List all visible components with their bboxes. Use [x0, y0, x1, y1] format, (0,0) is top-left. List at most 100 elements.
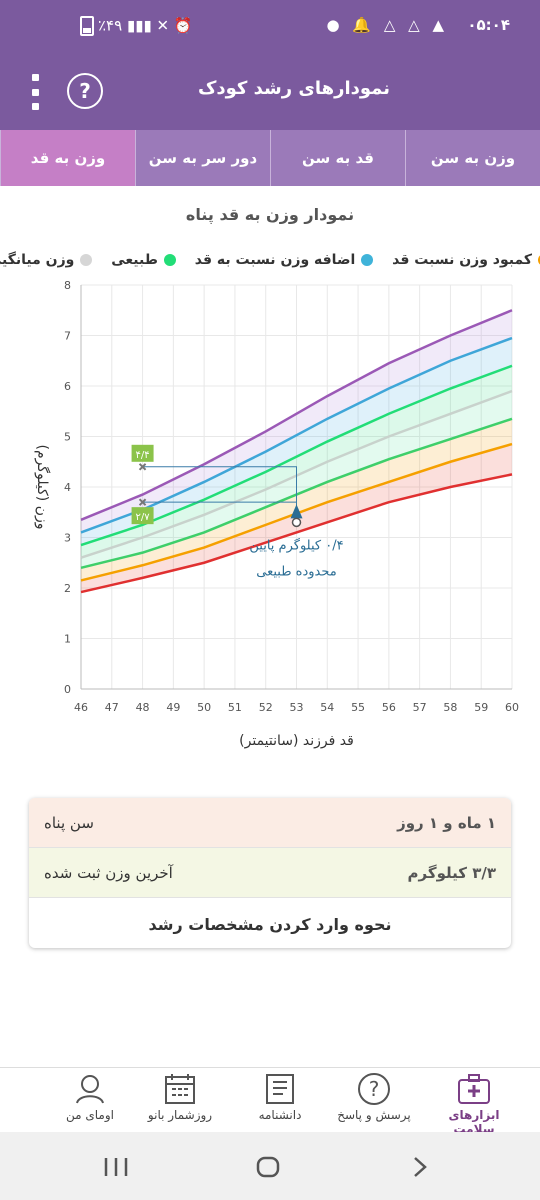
x-tick-label: 54 — [320, 701, 334, 714]
x-axis-label: قد فرزند (سانتیمتر) — [239, 733, 354, 749]
status-left: ٪۴۹ ▮▮▮ ✕ ⏰ — [80, 16, 193, 36]
legend-item-normal[interactable]: طبیعی — [111, 252, 176, 268]
tab-weight-for-height[interactable]: وزن به قد — [0, 130, 135, 186]
series-line — [80, 473, 513, 594]
info-card: سن پناه ۱ ماه و ۱ روز آخرین وزن ثبت شده … — [29, 798, 511, 948]
chart-band — [81, 310, 512, 533]
x-tick-label: 53 — [290, 701, 304, 714]
legend-label: کمبود وزن نسبت قد — [392, 252, 532, 268]
y-tick-label: 1 — [64, 633, 71, 646]
series-line — [80, 309, 513, 521]
x-tick-label: 46 — [74, 701, 88, 714]
battery-icon — [80, 16, 94, 36]
legend-dot — [163, 254, 176, 266]
x-tick-label: 48 — [136, 701, 150, 714]
nav-encyclopedia[interactable]: دانشنامه — [240, 1072, 320, 1122]
annotation-text: ۰/۴ کیلوگرم پایین — [249, 537, 343, 553]
legend-item-average[interactable]: وزن میانگین — [0, 252, 93, 268]
x-tick-label: 51 — [228, 701, 242, 714]
x-tick-label: 52 — [259, 701, 273, 714]
tab-weight-for-age[interactable]: وزن به سن — [405, 130, 540, 186]
legend-label: اضافه وزن نسبت به قد — [194, 252, 356, 268]
status-bar: ٪۴۹ ▮▮▮ ✕ ⏰ ● 🔔 △ △ ▲ ۰۵:۰۴ — [0, 0, 540, 52]
nav-label: دانشنامه — [258, 1108, 302, 1122]
notification-icons: ● 🔔 △ △ ▲ — [326, 16, 448, 34]
battery-level: ٪۴۹ — [98, 16, 123, 35]
x-tick-label: 55 — [351, 701, 365, 714]
y-tick-label: 6 — [64, 380, 71, 393]
legend-item-underweight[interactable]: کمبود وزن نسبت قد — [392, 252, 540, 268]
x-tick-label: 59 — [474, 701, 488, 714]
weight-value: ۳/۳ کیلوگرم — [407, 863, 496, 882]
y-tick-label: 7 — [64, 330, 71, 343]
y-axis-label: وزن (کیلوگرم) — [34, 445, 51, 530]
chart-legend: کمبود وزن نسبت قد اضافه وزن نسبت به قد ط… — [0, 250, 540, 274]
svg-text:?: ? — [369, 1077, 380, 1101]
chart-marker — [138, 498, 147, 506]
legend-label: وزن میانگین — [0, 252, 75, 268]
y-tick-label: 8 — [64, 279, 71, 292]
more-vertical-icon[interactable] — [20, 74, 50, 110]
app-bar: ? نمودارهای رشد کودک — [0, 52, 540, 130]
chart-marker — [138, 463, 147, 471]
tab-height-for-age[interactable]: قد به سن — [270, 130, 405, 186]
marker-badge — [131, 507, 154, 525]
current-point-pin — [290, 504, 303, 519]
age-row: سن پناه ۱ ماه و ۱ روز — [29, 798, 511, 848]
signal-icon: ▮▮▮ — [126, 16, 152, 35]
system-nav — [0, 1132, 540, 1200]
recents-icon[interactable] — [103, 1156, 129, 1178]
chart-band — [81, 338, 512, 546]
y-tick-label: 4 — [64, 481, 71, 494]
nav-health-tools[interactable]: ابزارهای سلامت — [428, 1072, 520, 1136]
marker-label: ۴/۴ — [136, 450, 150, 461]
x-tick-label: 58 — [443, 701, 457, 714]
question-icon: ? — [358, 1073, 390, 1105]
tab-head-circumference-for-age[interactable]: دور سر به سن — [135, 130, 270, 186]
y-tick-label: 0 — [64, 683, 71, 696]
marker-label: ۲/۷ — [136, 512, 151, 523]
back-icon[interactable] — [410, 1156, 430, 1178]
x-tick-label: 50 — [197, 701, 211, 714]
y-tick-label: 3 — [64, 532, 71, 545]
encyclopedia-icon — [266, 1074, 294, 1104]
status-time: ۰۵:۰۴ — [467, 16, 510, 34]
chart-band — [81, 365, 512, 558]
y-tick-label: 5 — [64, 431, 71, 444]
how-to-enter-growth-link[interactable]: نحوه وارد کردن مشخصات رشد — [148, 914, 392, 934]
page-title: نمودارهای رشد کودک — [197, 78, 390, 99]
reference-line — [142, 466, 297, 523]
nav-qa[interactable]: ? پرسش و پاسخ — [328, 1072, 420, 1122]
help-icon[interactable]: ? — [67, 73, 103, 109]
nav-calendar[interactable]: روزشمار بانو — [140, 1072, 220, 1122]
bottom-nav: ابزارهای سلامت ? پرسش و پاسخ دانشنامه رو… — [0, 1067, 540, 1136]
nav-label: اومای من — [66, 1108, 114, 1122]
x-tick-label: 60 — [505, 701, 519, 714]
x-tick-label: 57 — [413, 701, 427, 714]
legend-item-overweight[interactable]: اضافه وزن نسبت به قد — [195, 252, 374, 268]
nav-my-profile[interactable]: اومای من — [50, 1072, 130, 1122]
calendar-icon — [165, 1074, 195, 1104]
nav-label: پرسش و پاسخ — [337, 1108, 411, 1122]
x-tick-label: 49 — [166, 701, 180, 714]
y-tick-label: 2 — [64, 582, 71, 595]
chart-tabs: وزن به سن قد به سن دور سر به سن وزن به ق… — [0, 130, 540, 186]
home-icon[interactable] — [255, 1156, 281, 1178]
growth-chart: 46 47 48 49 50 51 52 53 54 55 56 57 58 59 60012345678ق… — [34, 279, 519, 749]
current-point — [291, 517, 302, 528]
age-value: ۱ ماه و ۱ روز — [397, 813, 496, 832]
medical-kit-icon — [458, 1074, 490, 1104]
x-tick-label: 56 — [382, 701, 396, 714]
weight-row: آخرین وزن ثبت شده ۳/۳ کیلوگرم — [29, 848, 511, 898]
x-tick-label: 47 — [105, 701, 119, 714]
chart-title: نمودار وزن به قد پناه — [185, 205, 355, 224]
legend-label: طبیعی — [111, 252, 158, 268]
profile-icon — [76, 1075, 104, 1104]
weight-label: آخرین وزن ثبت شده — [44, 863, 173, 882]
age-label: سن پناه — [44, 813, 94, 832]
legend-dot — [538, 254, 540, 266]
legend-dot — [80, 254, 93, 266]
nav-label: روزشمار بانو — [147, 1108, 213, 1122]
marker-badge — [131, 444, 154, 462]
alarm-icon: ⏰ — [173, 16, 193, 35]
